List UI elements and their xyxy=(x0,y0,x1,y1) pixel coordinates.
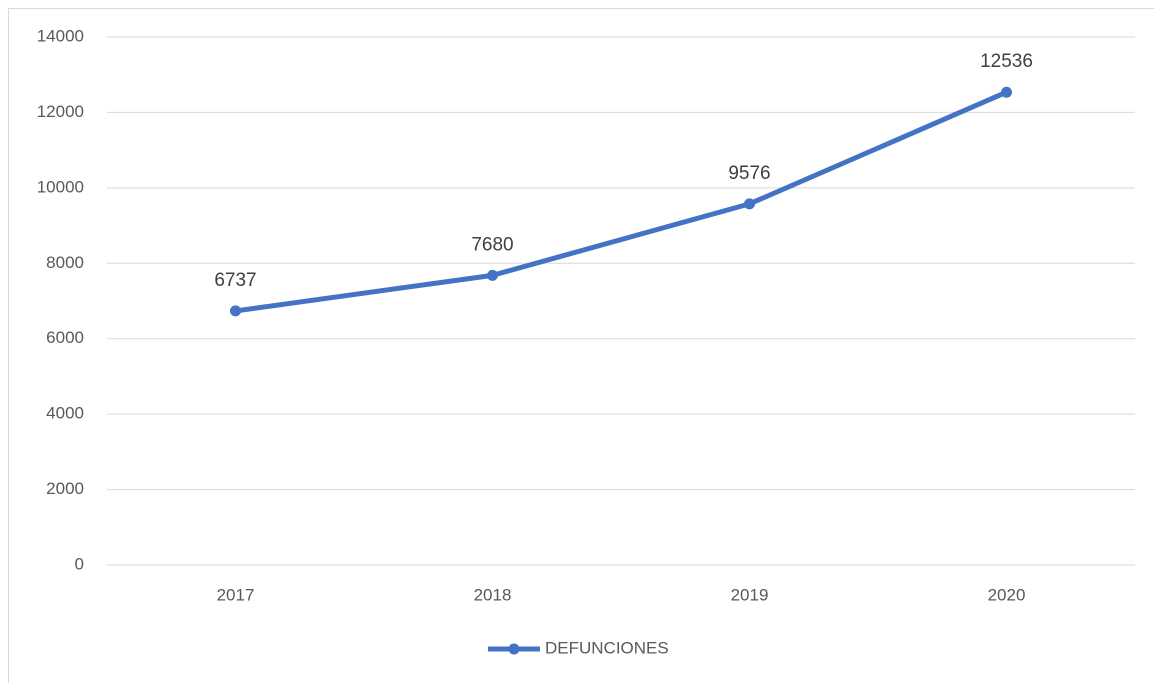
y-tick-label: 8000 xyxy=(46,253,84,272)
data-point xyxy=(744,198,755,210)
x-tick-label: 2019 xyxy=(731,585,769,604)
data-label: 7680 xyxy=(471,234,513,255)
y-tick-label: 12000 xyxy=(37,102,84,121)
data-label: 6737 xyxy=(214,270,256,291)
data-point xyxy=(1001,86,1012,98)
legend-label: DEFUNCIONES xyxy=(545,638,669,657)
y-tick-label: 4000 xyxy=(46,404,84,423)
x-tick-label: 2017 xyxy=(217,585,255,604)
data-label: 9576 xyxy=(728,163,770,184)
x-tick-label: 2020 xyxy=(988,585,1026,604)
x-tick-label: 2018 xyxy=(474,585,512,604)
y-tick-label: 14000 xyxy=(37,26,84,45)
y-tick-label: 2000 xyxy=(46,479,84,498)
chart-frame xyxy=(8,8,1154,683)
y-tick-label: 0 xyxy=(75,554,84,573)
y-tick-label: 6000 xyxy=(46,328,84,347)
series-line xyxy=(233,89,1009,314)
data-point xyxy=(487,269,498,281)
data-point xyxy=(230,305,241,317)
data-label: 12536 xyxy=(980,51,1033,72)
y-tick-label: 10000 xyxy=(37,177,84,196)
legend-marker xyxy=(508,643,520,655)
